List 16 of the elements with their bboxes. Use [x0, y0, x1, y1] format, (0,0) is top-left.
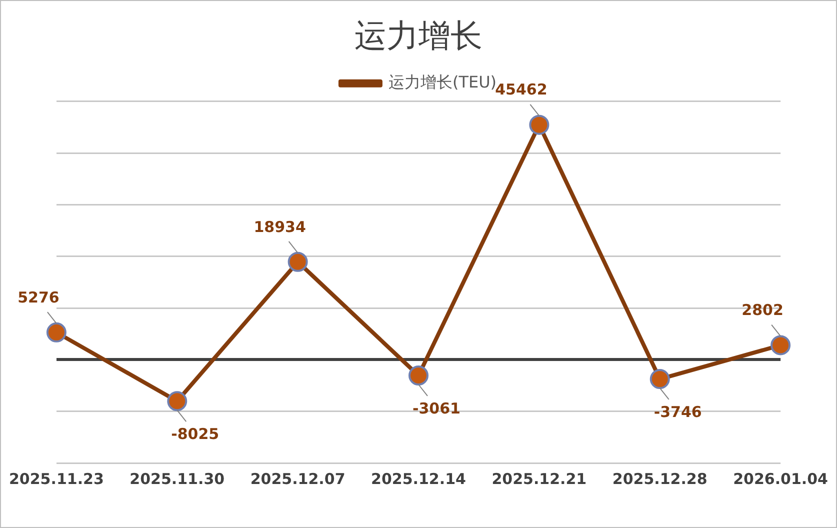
- x-tick-label: 2026.01.04: [733, 470, 828, 488]
- data-label: -3061: [412, 399, 460, 418]
- x-tick-label: 2025.11.23: [8, 470, 104, 488]
- chart-title: 运力增长: [354, 16, 482, 55]
- x-tick-label: 2025.12.14: [371, 470, 466, 488]
- data-label: 18934: [254, 218, 306, 236]
- data-label: -3746: [654, 402, 702, 421]
- x-tick-label: 2025.12.21: [492, 470, 587, 488]
- data-label: 5276: [18, 288, 60, 306]
- x-tick-label: 2025.12.28: [612, 470, 708, 488]
- data-label: 2802: [742, 301, 784, 320]
- x-tick-label: 2025.11.30: [130, 470, 225, 488]
- legend-label: 运力增长(TEU): [388, 72, 497, 92]
- x-tick-label: 2025.12.07: [250, 470, 346, 488]
- data-label: 45462: [495, 80, 548, 99]
- data-label: -8025: [171, 425, 220, 444]
